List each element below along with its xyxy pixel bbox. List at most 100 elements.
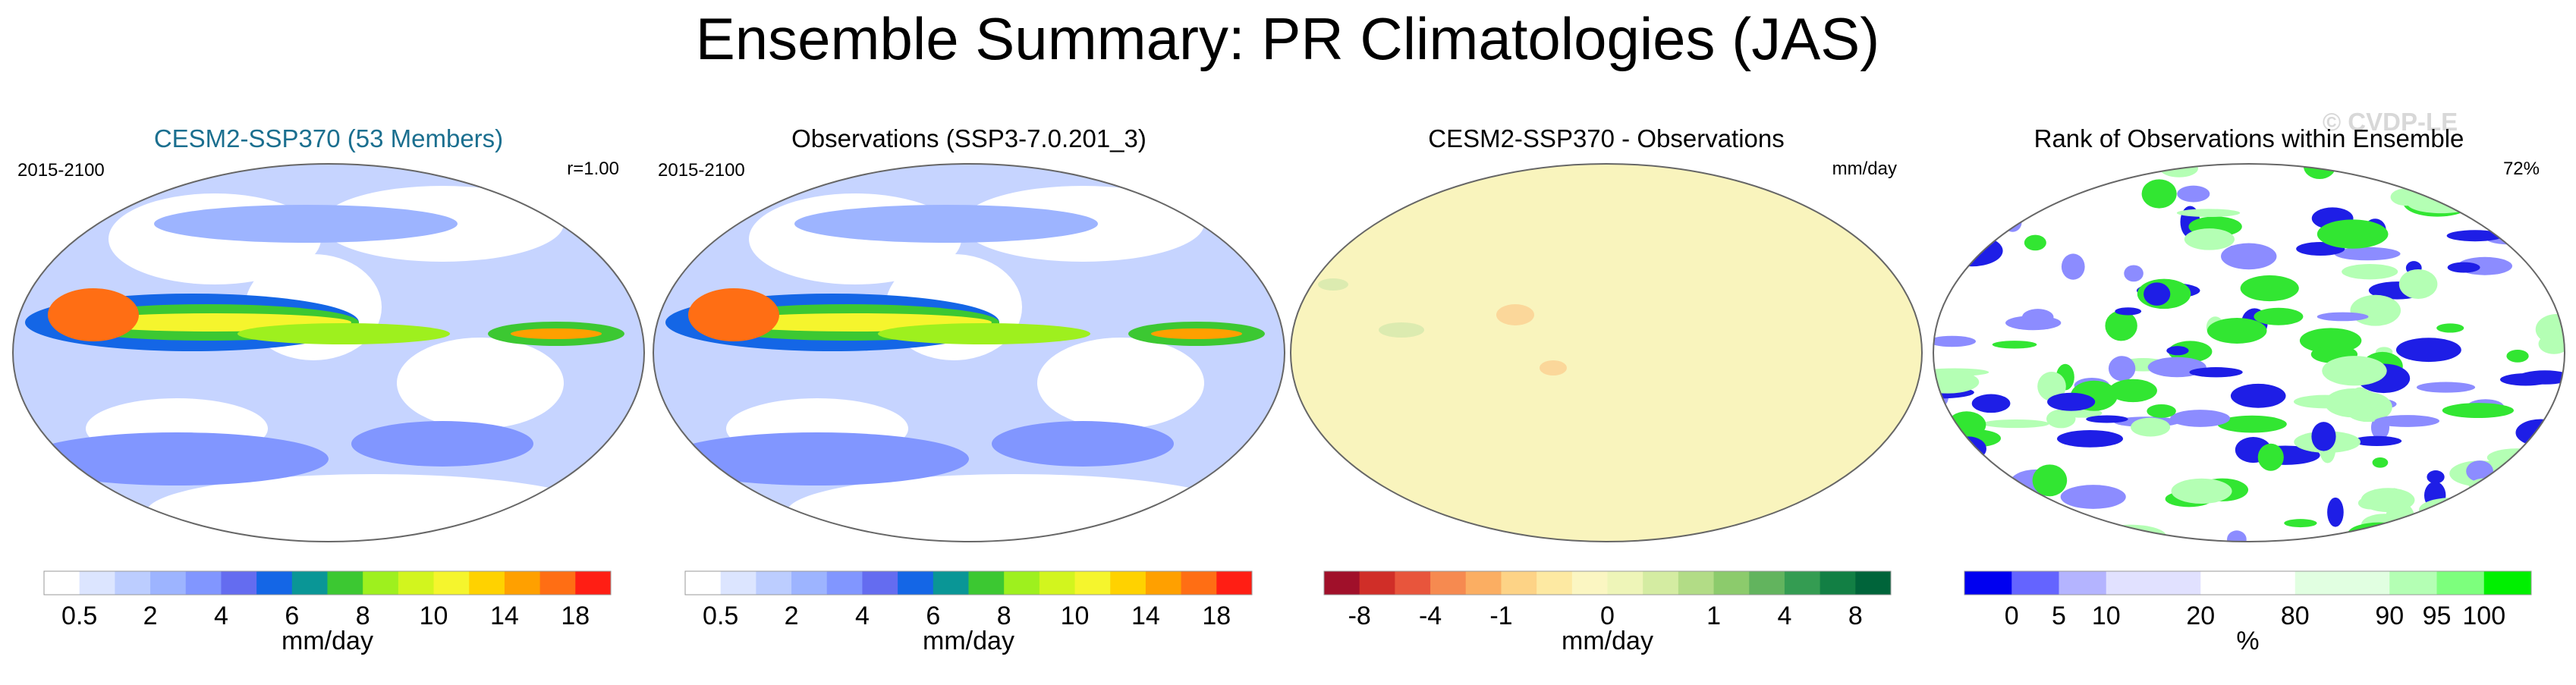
map-patch <box>2056 430 2124 448</box>
colorbar-box <box>256 571 293 595</box>
colorbar-box <box>1749 571 1785 595</box>
colorbar-box <box>1536 571 1573 595</box>
colorbar-box <box>539 571 576 595</box>
map-patch <box>2317 219 2389 249</box>
map-field <box>1291 164 1922 542</box>
map-patch <box>2032 464 2068 497</box>
map-patch <box>2061 253 2085 280</box>
colorbar-box <box>1643 571 1679 595</box>
panel: CESM2-SSP370 (53 Members) 2015-2100 r=1.00… <box>12 124 645 655</box>
map-patch <box>2005 316 2062 331</box>
colorbar-box <box>933 571 969 595</box>
map-patch <box>146 474 602 542</box>
map-patch <box>2240 275 2299 302</box>
period-label: 2015-2100 <box>658 160 745 181</box>
colorbar-box <box>2342 571 2390 595</box>
map-patch <box>1946 209 1967 221</box>
colorbar-tick-label: 14 <box>490 602 519 630</box>
colorbar-box <box>2483 571 2532 595</box>
colorbar-box <box>469 571 505 595</box>
colorbar-box <box>185 571 222 595</box>
map-patch <box>2416 382 2476 393</box>
map-patch <box>2482 483 2549 513</box>
panel-title: CESM2-SSP370 (53 Members) <box>154 124 503 152</box>
map-patch <box>2227 530 2247 542</box>
colorbar-box <box>1004 571 1040 595</box>
colorbar-units: mm/day <box>923 627 1014 655</box>
colorbar-box <box>2389 571 2437 595</box>
map-band <box>1151 328 1242 339</box>
map-patch <box>1933 505 1950 518</box>
map-patch <box>2189 367 2243 378</box>
colorbar-box <box>2436 571 2485 595</box>
map-patch <box>1933 335 1977 347</box>
map-patch <box>1933 527 1955 542</box>
map-patch <box>2206 318 2267 344</box>
map-patch <box>2171 478 2232 504</box>
map-patch <box>2177 185 2210 203</box>
map-patch <box>1037 338 1204 429</box>
map <box>1291 164 1922 542</box>
map-patch <box>2311 422 2336 451</box>
panel: CESM2-SSP370 - Observations mm/day -8 -4 -1 0… <box>1290 124 1923 655</box>
colorbar-units: % <box>2236 627 2259 655</box>
map-patch <box>2347 522 2411 542</box>
colorbar-tick-label: 18 <box>1202 602 1231 630</box>
colorbar-box <box>363 571 399 595</box>
map-patch <box>2293 394 2356 409</box>
colorbar-box <box>1678 571 1715 595</box>
map-patch <box>2479 507 2521 536</box>
watermark: © CVDP-LE <box>2323 108 2458 136</box>
map-patch <box>2348 387 2373 418</box>
colorbar-box <box>2011 571 2059 595</box>
colorbar-box <box>826 571 863 595</box>
colorbar-box <box>1465 571 1502 595</box>
map-band <box>48 288 139 341</box>
map <box>13 164 644 542</box>
colorbar-box <box>291 571 328 595</box>
colorbar-tick-label: -8 <box>1348 602 1371 630</box>
map-patch <box>1967 181 2012 192</box>
map-patch <box>1933 370 1980 394</box>
colorbar-box <box>221 571 257 595</box>
colorbar-box <box>1713 571 1750 595</box>
map-patch <box>2184 228 2235 250</box>
colorbar-frame <box>1323 570 1892 595</box>
colorbar-box <box>720 571 756 595</box>
map-patch <box>2025 181 2057 206</box>
colorbar-tick-label: 90 <box>2375 602 2404 630</box>
map-patch <box>1933 164 1956 171</box>
colorbar-box <box>327 571 363 595</box>
colorbar-box <box>1820 571 1856 595</box>
map-patch <box>2115 307 2142 316</box>
stat-label: r=1.00 <box>567 159 619 179</box>
colorbar-tick-label: -1 <box>1489 602 1512 630</box>
map-patch <box>2492 485 2563 500</box>
map-patch <box>2466 460 2493 482</box>
panel-title: Observations (SSP3-7.0.201_3) <box>791 124 1146 152</box>
colorbar-box <box>2294 571 2343 595</box>
map-patch <box>2108 356 2136 382</box>
map-patch <box>2147 404 2176 418</box>
colorbar-box <box>756 571 792 595</box>
colorbar-box <box>2059 571 2107 595</box>
colorbar-tick-label: 0.5 <box>703 602 738 630</box>
map-patch <box>1999 203 2039 213</box>
map-patch <box>2408 518 2429 530</box>
map-patch <box>2442 403 2514 419</box>
colorbar-box <box>2247 571 2296 595</box>
map-patch <box>2476 204 2520 212</box>
map-border <box>1290 163 1923 542</box>
colorbar-box <box>433 571 470 595</box>
map-border <box>1933 163 2565 542</box>
colorbar-box <box>398 571 435 595</box>
colorbar-box <box>791 571 828 595</box>
colorbar-tick-label: 95 <box>2423 602 2452 630</box>
period-label: 2015-2100 <box>17 160 105 181</box>
map-patch <box>2506 349 2529 363</box>
colorbar-units: mm/day <box>1562 627 1653 655</box>
colorbar-box <box>1430 571 1467 595</box>
colorbar-box <box>1110 571 1146 595</box>
